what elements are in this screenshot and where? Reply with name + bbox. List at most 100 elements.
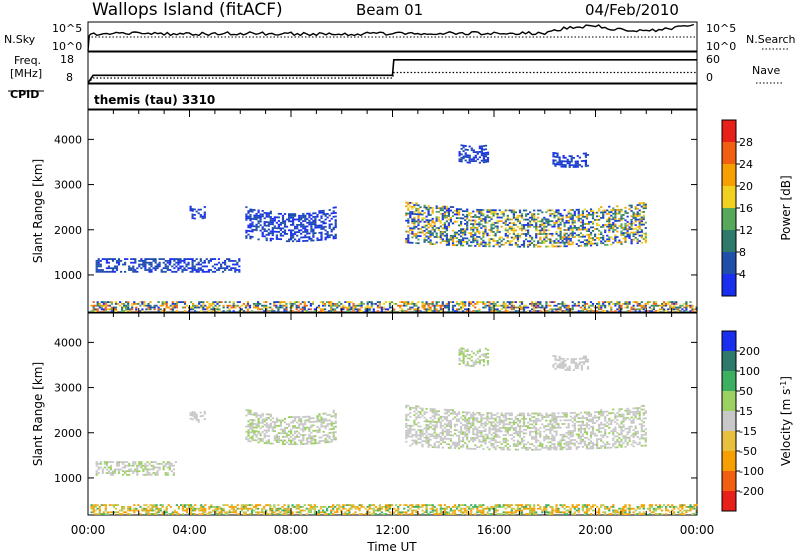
range-cell — [384, 506, 388, 508]
range-cell — [222, 267, 225, 270]
range-cell — [139, 506, 142, 508]
range-cell — [630, 242, 633, 245]
range-cell — [253, 430, 256, 432]
range-cell — [226, 511, 229, 514]
range-cell — [296, 224, 299, 226]
range-cell — [382, 513, 386, 515]
range-cell — [216, 308, 219, 311]
range-cell — [567, 221, 570, 224]
range-cell — [482, 159, 485, 162]
range-cell — [458, 303, 461, 305]
range-cell — [290, 439, 293, 442]
range-cell — [334, 420, 337, 423]
range-cell — [245, 218, 248, 221]
range-cell — [433, 513, 436, 515]
range-cell — [594, 219, 597, 221]
range-cell — [145, 304, 148, 307]
range-cell — [458, 208, 461, 211]
range-cell — [409, 406, 412, 409]
range-cell — [415, 441, 418, 444]
range-cell — [482, 232, 485, 235]
range-cell — [294, 419, 297, 422]
range-cell — [218, 308, 221, 311]
range-cell — [384, 308, 388, 311]
range-cell — [474, 156, 477, 159]
range-cell — [340, 506, 343, 508]
range-cell — [634, 224, 637, 226]
range-cell — [220, 263, 223, 266]
range-cell — [397, 507, 400, 510]
range-cell — [291, 504, 294, 506]
range-cell — [133, 509, 136, 512]
range-cell — [132, 261, 135, 264]
range-cell — [112, 513, 116, 515]
range-cell — [368, 504, 371, 506]
range-cell — [293, 506, 296, 508]
range-cell — [551, 507, 554, 510]
range-cell — [318, 436, 321, 439]
range-cell — [529, 504, 532, 506]
range-cell — [458, 213, 461, 216]
range-cell — [105, 258, 108, 260]
range-cell — [437, 441, 440, 443]
range-cell — [144, 267, 147, 270]
range-cell — [324, 511, 327, 514]
range-cell — [160, 258, 163, 260]
range-cell — [582, 152, 585, 155]
range-cell — [449, 236, 452, 239]
range-cell — [224, 301, 227, 303]
range-cell — [565, 509, 568, 512]
range-cell — [150, 263, 153, 266]
range-cell — [277, 435, 280, 438]
range-cell — [608, 205, 611, 208]
range-cell — [667, 301, 670, 303]
range-cell — [518, 236, 522, 239]
range-cell — [393, 513, 396, 515]
range-cell — [425, 224, 428, 227]
range-cell — [251, 437, 254, 439]
range-cell — [468, 310, 471, 312]
range-cell — [253, 214, 256, 217]
range-cell — [285, 225, 289, 228]
range-cell — [173, 303, 176, 305]
range-cell — [439, 236, 442, 239]
range-cell — [582, 160, 585, 162]
range-cell — [472, 234, 475, 236]
range-cell — [460, 242, 463, 245]
range-cell — [125, 306, 128, 309]
range-cell — [171, 511, 174, 514]
range-cell — [527, 233, 530, 235]
range-cell — [92, 511, 95, 514]
range-cell — [591, 304, 595, 307]
range-cell — [608, 223, 611, 226]
range-cell — [587, 235, 591, 238]
range-cell — [636, 215, 639, 217]
range-cell — [435, 219, 438, 222]
range-cell — [640, 308, 643, 311]
range-cell — [466, 506, 469, 508]
range-cell — [310, 225, 313, 228]
range-cell — [636, 506, 639, 508]
range-cell — [567, 220, 570, 222]
range-cell — [447, 238, 450, 241]
range-cell — [319, 506, 323, 508]
range-cell — [405, 241, 408, 244]
range-cell — [283, 436, 287, 438]
range-cell — [604, 301, 607, 303]
range-cell — [105, 468, 108, 471]
range-cell — [529, 244, 532, 246]
range-cell — [677, 511, 680, 514]
range-cell — [460, 208, 463, 211]
range-cell — [147, 511, 150, 514]
range-cell — [667, 308, 670, 311]
range-cell — [427, 214, 430, 216]
range-cell — [308, 430, 311, 432]
range-cell — [250, 504, 254, 506]
range-cell — [230, 511, 233, 514]
range-cell — [618, 304, 621, 307]
range-cell — [267, 232, 270, 234]
range-cell — [411, 428, 414, 431]
range-cell — [348, 310, 351, 312]
range-cell — [654, 301, 658, 303]
range-cell — [665, 303, 668, 305]
